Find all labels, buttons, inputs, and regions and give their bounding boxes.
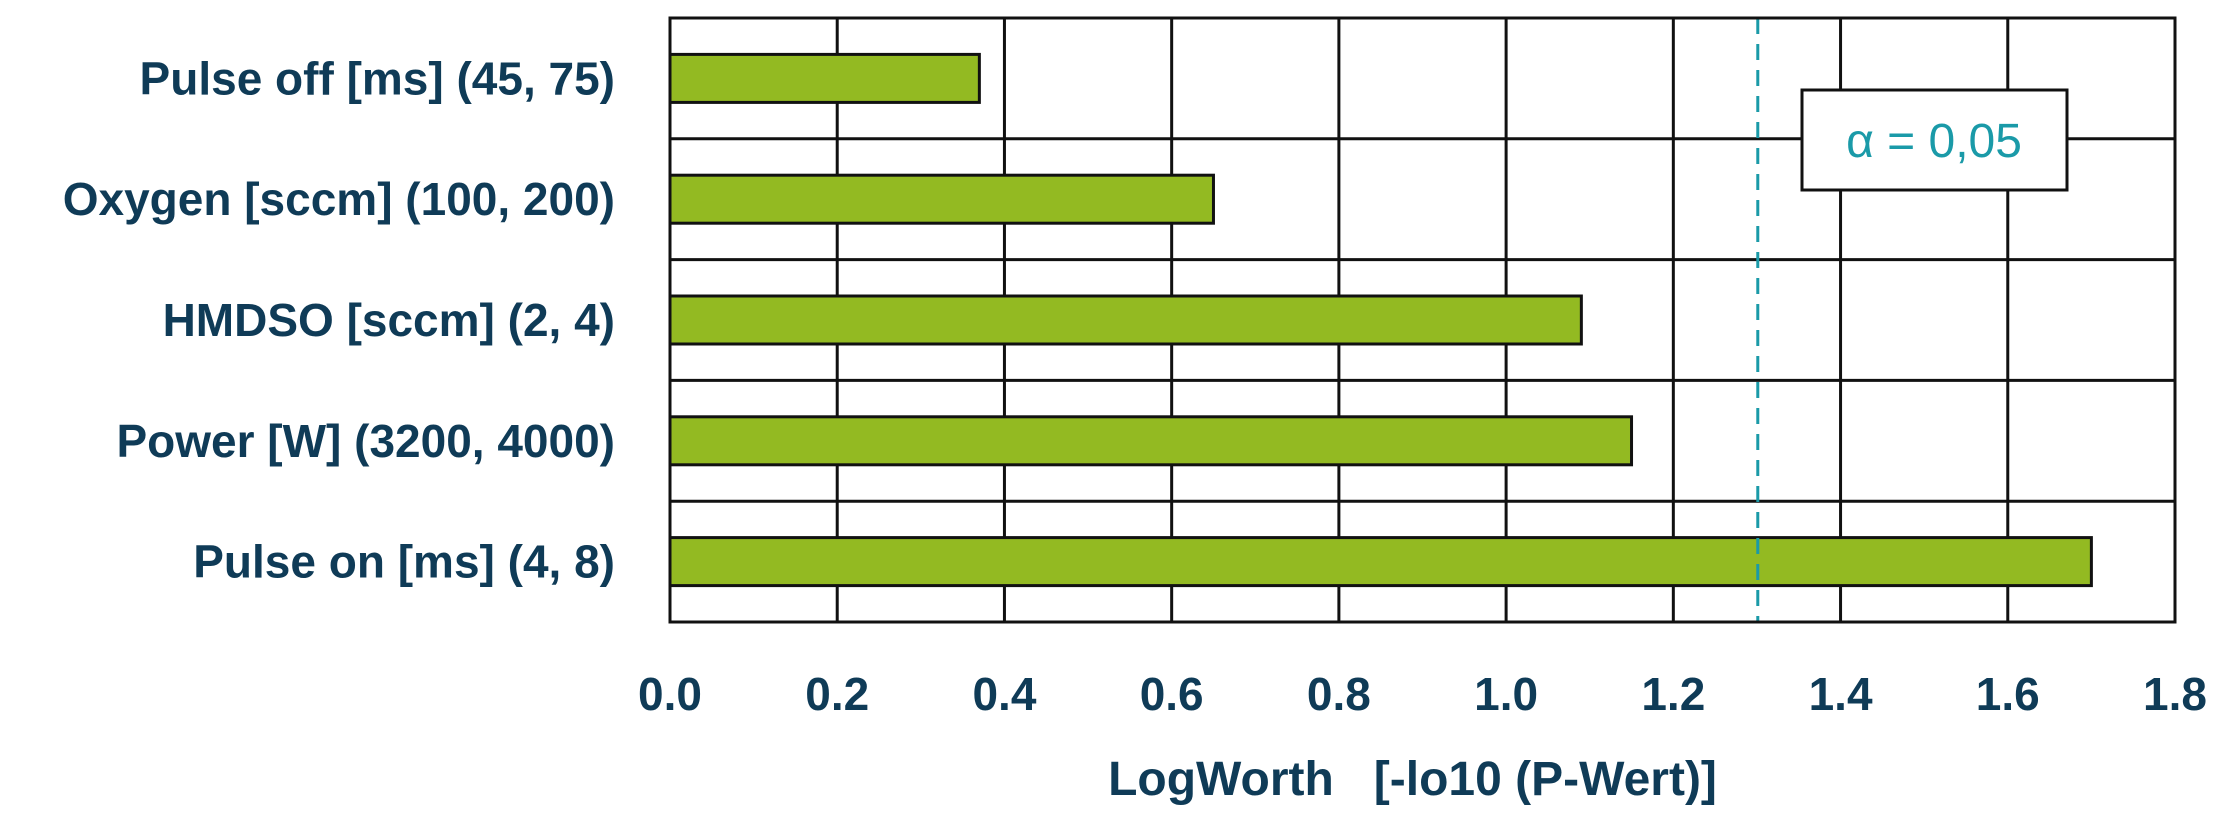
x-tick-label: 0.8	[1307, 668, 1371, 720]
category-label: Power [W] (3200, 4000)	[116, 415, 615, 467]
category-label: Oxygen [sccm] (100, 200)	[63, 173, 615, 225]
threshold-label: α = 0,05	[1846, 115, 2022, 168]
x-tick-label: 1.8	[2143, 668, 2207, 720]
bar	[668, 536, 2093, 588]
plot-frame	[668, 16, 2177, 624]
x-tick-label: 1.6	[1976, 668, 2040, 720]
x-tick-label: 1.2	[1641, 668, 1705, 720]
threshold-marker: α = 0,05	[1756, 18, 2069, 622]
bar	[668, 52, 981, 104]
bar	[668, 173, 1215, 225]
x-tick-label: 1.0	[1474, 668, 1538, 720]
category-labels: Pulse off [ms] (45, 75) Oxygen [sccm] (10…	[63, 52, 615, 587]
x-tick-label: 0.2	[805, 668, 869, 720]
category-label: Pulse off [ms] (45, 75)	[140, 52, 615, 104]
bar	[668, 294, 1583, 346]
threshold-label-box	[1800, 88, 2069, 192]
x-axis-title: LogWorth [-lo10 (P-Wert)]	[1108, 753, 1717, 806]
x-tick-labels: 0.0 0.2 0.4 0.6 0.8 1.0 1.2 1.4 1.6 1.8	[638, 668, 2207, 720]
x-tick-label: 0.0	[638, 668, 702, 720]
x-tick-label: 0.4	[972, 668, 1036, 720]
bars	[668, 52, 2093, 588]
bar	[668, 415, 1634, 467]
category-label: HMDSO [sccm] (2, 4)	[163, 294, 615, 346]
x-tick-label: 0.6	[1140, 668, 1204, 720]
x-tick-label: 1.4	[1809, 668, 1873, 720]
category-label: Pulse on [ms] (4, 8)	[193, 536, 615, 588]
